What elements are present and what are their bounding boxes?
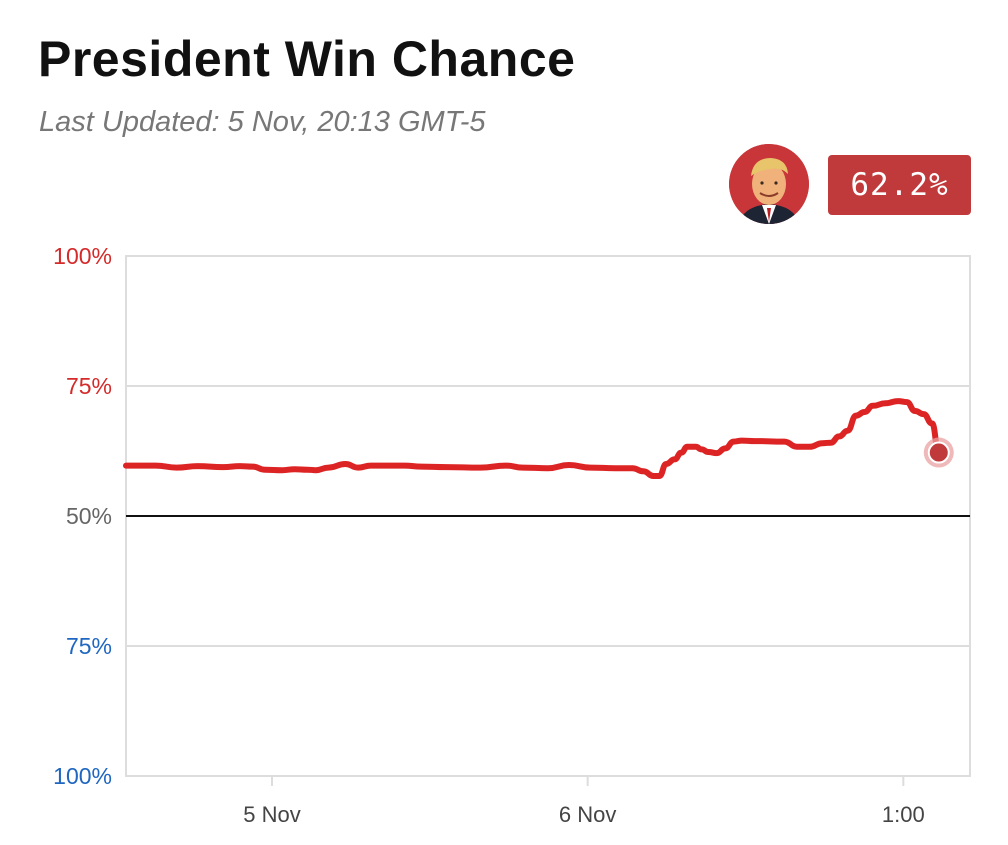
win-chance-badge: 62.2% bbox=[828, 155, 971, 215]
y-tick-label: 100% bbox=[53, 763, 112, 789]
y-tick-label: 75% bbox=[66, 633, 112, 659]
chart-title: President Win Chance bbox=[38, 31, 576, 87]
candidate-portrait-icon bbox=[729, 144, 809, 224]
x-tick-label: 6 Nov bbox=[559, 802, 616, 827]
y-tick-label: 100% bbox=[53, 243, 112, 269]
win-chance-line bbox=[123, 398, 942, 479]
candidate-avatar bbox=[729, 144, 809, 224]
x-tick-label: 1:00 bbox=[882, 802, 925, 827]
y-tick-label: 75% bbox=[66, 373, 112, 399]
last-updated-text: Last Updated: 5 Nov, 20:13 GMT-5 bbox=[39, 106, 486, 138]
endpoint-marker bbox=[927, 441, 950, 464]
y-tick-label: 50% bbox=[66, 503, 112, 529]
x-tick-label: 5 Nov bbox=[243, 802, 300, 827]
win-chance-chart: 100% 75% 50% 75% 100% 5 Nov 6 Nov 1:00 bbox=[53, 243, 971, 827]
